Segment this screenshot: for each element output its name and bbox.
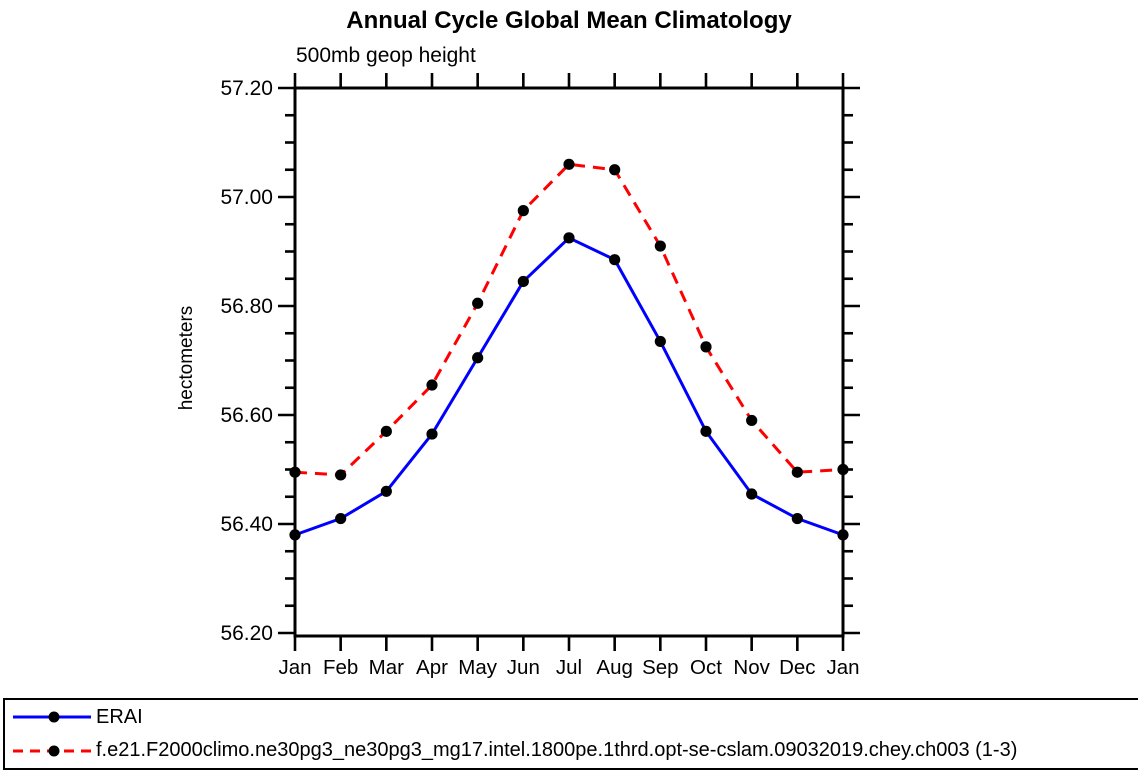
erai-data-point-marker (837, 529, 849, 541)
erai-data-point-marker (289, 529, 301, 541)
legend-entry-model: f.e21.F2000climo.ne30pg3_ne30pg3_mg17.in… (11, 735, 1138, 767)
x-tick-label: Aug (596, 656, 632, 679)
model-series-line (294, 162, 844, 477)
erai-data-point-marker (335, 512, 347, 525)
y-tick-label: 56.40 (220, 513, 273, 536)
y-tick-label: 56.20 (220, 622, 273, 645)
erai-data-point-marker (654, 335, 666, 348)
erai-data-point-marker (517, 275, 529, 288)
x-tick-label: Jan (278, 656, 311, 679)
model-data-point-marker (654, 240, 666, 252)
x-tick-label: Sep (642, 656, 678, 679)
x-tick-label: Feb (323, 656, 358, 679)
model-data-point-marker (472, 297, 484, 309)
x-tick-label: Jul (556, 656, 582, 679)
erai-data-point-marker (380, 485, 392, 497)
x-tick-label: Mar (369, 656, 404, 679)
plot-box (293, 86, 845, 638)
x-tick-label: Dec (779, 656, 815, 679)
legend-entry-erai: ERAI (11, 701, 1138, 733)
model-data-point-marker (289, 466, 301, 478)
erai-data-point-marker (746, 488, 758, 500)
erai-data-point-marker (472, 352, 484, 364)
legend-box: ERAI f.e21.F2000climo.ne30pg3_ne30pg3_mg… (3, 698, 1138, 770)
erai-data-point-marker (426, 428, 438, 440)
plot-area: Jan Feb Mar Apr May Jun Jul Aug Sep Oct Nov Dec Jan5… (220, 73, 860, 679)
model-data-point-marker (746, 414, 758, 427)
erai-data-point-marker (791, 512, 803, 525)
model-data-point-marker (517, 205, 529, 217)
x-tick-label: Oct (690, 656, 722, 679)
y-tick-label: 56.60 (220, 404, 273, 427)
model-data-point-marker (609, 164, 621, 176)
x-tick-label: Jan (826, 656, 859, 679)
model-data-point-marker (426, 379, 438, 391)
legend-label-model: f.e21.F2000climo.ne30pg3_ne30pg3_mg17.in… (96, 739, 1018, 762)
x-tick-label: Apr (416, 656, 448, 679)
erai-data-point-marker (563, 232, 575, 244)
erai-line-sample (13, 711, 91, 723)
model-data-point-marker (563, 158, 575, 170)
y-tick-label: 57.00 (220, 186, 273, 209)
model-line-sample (13, 745, 91, 757)
erai-data-point-marker (700, 425, 712, 437)
x-tick-label: Nov (733, 656, 770, 679)
x-tick-label: May (458, 656, 497, 679)
legend-label-erai: ERAI (96, 705, 143, 728)
model-data-point-marker (700, 341, 712, 353)
x-tick-label: Jun (507, 656, 540, 679)
chart-title: Annual Cycle Global Mean Climatology (346, 7, 792, 34)
y-tick-label: 56.80 (220, 295, 273, 318)
y-tick-label: 57.20 (220, 77, 273, 100)
erai-data-point-marker (609, 254, 621, 266)
model-data-point-marker (335, 469, 347, 481)
erai-sample-marker-icon (48, 711, 60, 723)
model-data-point-marker (380, 425, 392, 437)
erai-series-line (294, 236, 844, 537)
model-sample-marker-icon (48, 745, 60, 757)
chart-subtitle: 500mb geop height (296, 44, 476, 67)
model-data-point-marker (837, 463, 849, 476)
model-data-point-marker (791, 466, 803, 478)
